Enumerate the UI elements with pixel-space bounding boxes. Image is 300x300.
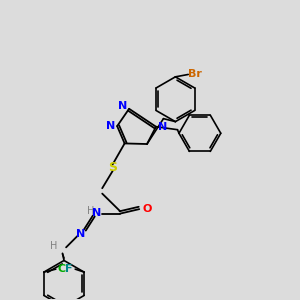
Text: S: S [108,161,117,174]
Text: O: O [143,204,152,214]
Text: F: F [65,264,73,274]
Text: N: N [118,101,127,111]
Text: H: H [88,206,95,216]
Text: H: H [50,241,57,250]
Text: N: N [106,121,115,131]
Text: N: N [158,122,167,132]
Text: N: N [76,229,85,239]
Text: Br: Br [188,70,202,80]
Text: N: N [92,208,101,218]
Text: Cl: Cl [58,264,70,274]
